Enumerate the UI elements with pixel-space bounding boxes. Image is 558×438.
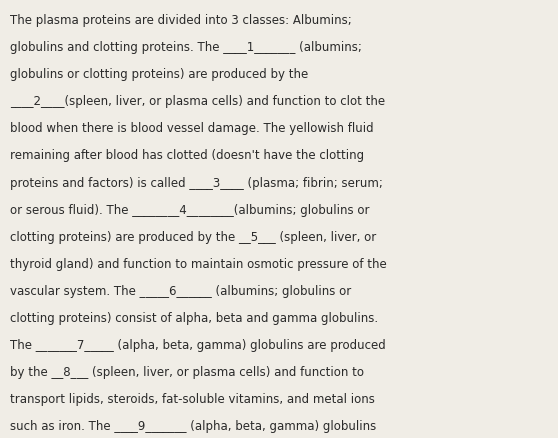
Text: transport lipids, steroids, fat-soluble vitamins, and metal ions: transport lipids, steroids, fat-soluble … <box>10 392 375 405</box>
Text: blood when there is blood vessel damage. The yellowish fluid: blood when there is blood vessel damage.… <box>10 122 374 135</box>
Text: by the __8___ (spleen, liver, or plasma cells) and function to: by the __8___ (spleen, liver, or plasma … <box>10 365 364 378</box>
Text: The plasma proteins are divided into 3 classes: Albumins;: The plasma proteins are divided into 3 c… <box>10 14 352 27</box>
Text: clotting proteins) are produced by the __5___ (spleen, liver, or: clotting proteins) are produced by the _… <box>10 230 376 243</box>
Text: globulins and clotting proteins. The ____1_______ (albumins;: globulins and clotting proteins. The ___… <box>10 41 362 54</box>
Text: such as iron. The ____9_______ (alpha, beta, gamma) globulins: such as iron. The ____9_______ (alpha, b… <box>10 419 376 432</box>
Text: or serous fluid). The ________4________(albumins; globulins or: or serous fluid). The ________4________(… <box>10 203 369 216</box>
Text: remaining after blood has clotted (doesn't have the clotting: remaining after blood has clotted (doesn… <box>10 149 364 162</box>
Text: vascular system. The _____6______ (albumins; globulins or: vascular system. The _____6______ (album… <box>10 284 352 297</box>
Text: proteins and factors) is called ____3____ (plasma; fibrin; serum;: proteins and factors) is called ____3___… <box>10 176 383 189</box>
Text: clotting proteins) consist of alpha, beta and gamma globulins.: clotting proteins) consist of alpha, bet… <box>10 311 378 324</box>
Text: thyroid gland) and function to maintain osmotic pressure of the: thyroid gland) and function to maintain … <box>10 257 387 270</box>
Text: globulins or clotting proteins) are produced by the: globulins or clotting proteins) are prod… <box>10 68 308 81</box>
Text: The _______7_____ (alpha, beta, gamma) globulins are produced: The _______7_____ (alpha, beta, gamma) g… <box>10 338 386 351</box>
Text: ____2____(spleen, liver, or plasma cells) and function to clot the: ____2____(spleen, liver, or plasma cells… <box>10 95 385 108</box>
